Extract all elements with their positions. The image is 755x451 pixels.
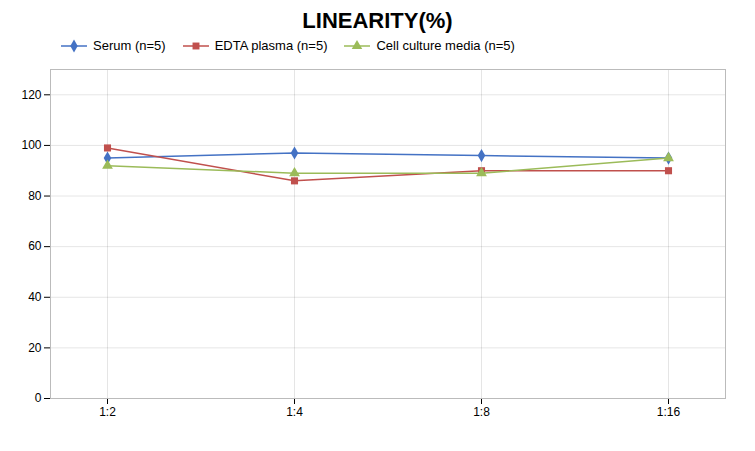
svg-text:1:2: 1:2: [99, 405, 116, 419]
svg-text:120: 120: [21, 88, 41, 102]
svg-text:40: 40: [28, 290, 42, 304]
html-text:LINEARITY(%): LINEARITY(%): [302, 8, 453, 33]
html-text:EDTA plasma (n=5): EDTA plasma (n=5): [214, 38, 328, 53]
svg-text:80: 80: [28, 189, 42, 203]
svg-text:0: 0: [35, 391, 42, 405]
svg-text:1:4: 1:4: [286, 405, 303, 419]
html-text:Cell culture media (n=5): Cell culture media (n=5): [376, 38, 515, 53]
svg-text:1:16: 1:16: [657, 405, 681, 419]
svg-text:1:8: 1:8: [473, 405, 490, 419]
svg-text:60: 60: [28, 239, 42, 253]
svg-text:20: 20: [28, 341, 42, 355]
svg-text:100: 100: [21, 138, 41, 152]
html-text:Serum (n=5): Serum (n=5): [93, 38, 166, 53]
